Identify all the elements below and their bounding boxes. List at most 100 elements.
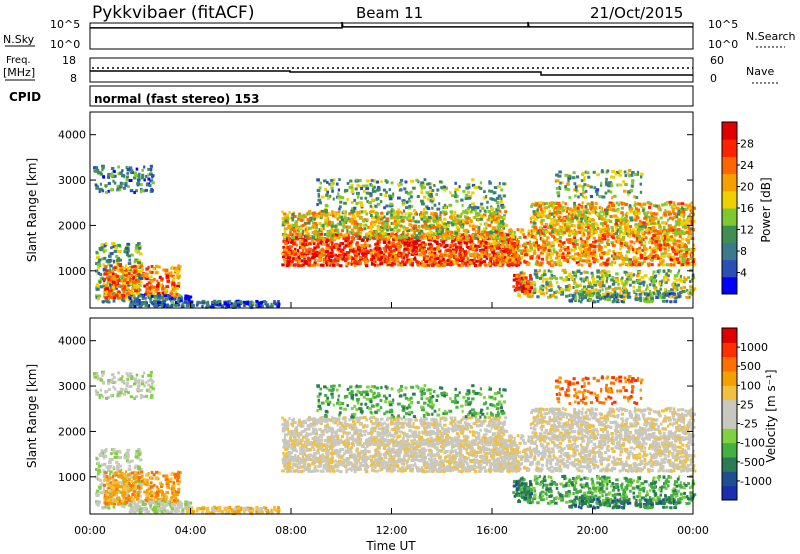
power-echo-2155 [290,237,295,241]
power-echo-1163 [483,244,486,248]
power-echo-421 [128,272,131,276]
power-echo-4451 [542,240,546,244]
power-echo-3577 [479,181,483,185]
power-echo-3317 [368,201,372,205]
power-echo-3607 [642,234,646,238]
power-echo-3252 [371,231,375,235]
power-echo-1909 [328,241,332,245]
power-echo-4962 [552,223,557,227]
power-echo-2497 [446,227,450,231]
power-echo-4920 [673,212,677,216]
power-echo-3461 [444,186,448,190]
power-echo-4277 [496,251,501,255]
power-echo-4260 [621,260,626,264]
power-echo-2649 [353,223,357,227]
power-echo-635 [147,167,151,171]
power-echo-4772 [658,207,661,211]
power-echo-1333 [307,261,311,265]
power-echo-2132 [422,243,425,247]
power-echo-3045 [324,221,327,225]
power-echo-2507 [382,221,386,225]
power-echo-3297 [483,190,486,194]
power-echo-3091 [436,224,440,228]
power-echo-2759 [300,224,303,228]
power-echo-3097 [377,216,380,220]
power-echo-616 [97,168,100,172]
power-echo-341 [117,290,121,294]
power-echo-3565 [370,179,374,183]
power-echo-754 [177,296,181,300]
power-echo-3315 [429,194,434,198]
power-echo-3364 [431,206,434,210]
power-echo-1025 [415,259,418,263]
power-echo-513 [118,264,122,268]
power-echo-4437 [514,248,518,252]
power-echo-4466 [670,237,674,241]
power-echo-3481 [375,197,380,201]
power-echo-509 [109,295,114,299]
power-echo-342 [134,274,138,278]
power-echo-2975 [375,236,379,240]
power-echo-3385 [443,205,448,209]
power-echo-3073 [385,212,389,216]
power-echo-1575 [393,248,396,252]
power-echo-3399 [486,200,489,204]
power-echo-574 [120,284,124,288]
power-echo-4831 [642,221,646,225]
power-echo-1941 [357,247,361,251]
power-echo-3936 [563,246,568,250]
power-echo-3117 [330,221,334,225]
power-echo-4285 [686,261,690,265]
power-echo-4915 [577,212,581,216]
power-echo-3357 [422,207,426,211]
power-echo-3400 [409,195,413,199]
power-echo-4243 [657,263,661,267]
power-echo-4577 [538,226,542,230]
power-echo-2071 [403,247,408,251]
power-echo-4308 [593,258,597,262]
power-echo-956 [257,301,262,305]
power-echo-3213 [305,231,309,235]
power-echo-2269 [392,252,396,256]
power-echo-1369 [311,237,316,241]
power-echo-2637 [299,232,303,236]
power-echo-333 [135,279,138,283]
power-echo-967 [465,245,468,249]
power-echo-3235 [283,222,286,226]
power-echo-2591 [289,232,293,236]
power-echo-1380 [457,245,460,249]
power-echo-828 [132,294,136,298]
power-echo-3156 [372,236,375,240]
power-echo-4352 [505,258,508,262]
power-echo-214 [96,283,100,287]
power-echo-671 [128,169,133,173]
power-echo-133 [101,277,104,281]
power-echo-1890 [441,240,446,244]
power-echo-3537 [397,184,401,188]
power-echo-3092 [313,233,316,237]
power-echo-3243 [306,218,311,222]
power-echo-2813 [482,227,486,231]
power-echo-4043 [575,242,579,246]
power-echo-655 [149,164,153,168]
power-echo-3490 [369,194,373,198]
power-echo-2352 [377,257,380,261]
power-echo-2273 [305,261,308,265]
power-echo-1395 [394,247,399,251]
power-echo-925 [273,301,277,305]
power-echo-4239 [658,248,662,252]
power-echo-678 [130,169,134,173]
power-echo-1503 [416,248,420,252]
power-echo-196 [134,249,139,253]
power-echo-1062 [426,263,431,267]
power-echo-2840 [376,217,380,221]
power-echo-2226 [358,259,362,263]
power-echo-3228 [381,232,386,236]
power-echo-4078 [499,233,504,237]
power-echo-3998 [637,257,642,261]
power-echo-3970 [560,245,563,249]
power-echo-2130 [372,256,376,260]
power-echo-2896 [380,229,384,233]
power-echo-3058 [441,236,445,240]
power-echo-2026 [301,243,305,247]
